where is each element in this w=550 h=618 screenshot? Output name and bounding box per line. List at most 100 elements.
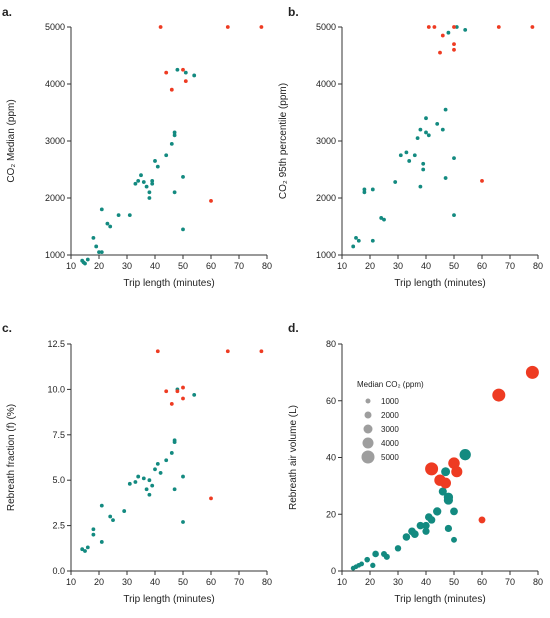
data-point-red [169,87,174,92]
y-tick-label: 7.5 [52,430,65,440]
y-tick-label: 5000 [316,22,336,32]
legend-label: 2000 [381,411,399,420]
data-point-teal [410,530,419,539]
y-tick-label: 5000 [45,22,65,32]
data-point-teal [421,167,426,172]
data-point-teal [393,180,398,184]
data-point-teal [354,236,358,240]
x-tick-label: 10 [337,577,347,587]
data-point-teal [181,175,185,179]
data-point-teal [116,213,121,218]
data-point-teal [85,257,90,262]
legend-label: 1000 [381,397,399,406]
data-point-teal [424,130,428,135]
data-point-red [259,25,264,29]
legend-label: 5000 [381,453,399,462]
x-tick-label: 20 [365,577,375,587]
data-point-teal [181,227,185,232]
y-axis-label: Rebreath air volume (L) [288,405,299,510]
data-point-teal [133,480,138,484]
y-tick-label: 1000 [316,250,336,260]
data-point-teal [356,238,361,243]
x-tick-label: 70 [505,261,515,271]
y-tick-label: 2.5 [52,521,65,531]
y-axis-label: Rebreath fraction (f) (%) [6,404,17,511]
data-point-teal [364,556,371,563]
panel-b: b. 10 20 30 40 50 60 70 80 1000 2000 3000 4000 5000 Tr… [278,5,543,289]
data-point-teal [446,30,451,35]
data-point-teal [407,159,412,163]
data-point-teal [164,153,169,158]
data-point-teal [147,190,152,195]
data-point-teal [443,107,448,112]
x-tick-label: 40 [150,577,160,587]
panel-letter: a. [2,5,12,19]
y-tick-label: 40 [326,453,336,463]
x-tick-label: 20 [365,261,375,271]
data-point-teal [440,127,445,132]
x-axis-label: Trip length (minutes) [394,594,485,605]
panel-d: d. 10 20 30 40 50 60 70 80 0 20 40 60 80 Trip length (… [288,321,543,605]
data-point-teal [415,136,420,141]
data-point-red [155,349,160,354]
panel-letter: d. [288,321,299,335]
data-point-teal [416,521,425,530]
data-point-teal [85,545,90,550]
data-point-red [451,466,463,478]
data-point-red [169,402,174,406]
data-point-teal [421,161,426,166]
panel-letter: b. [288,5,299,19]
data-point-teal [181,474,185,479]
data-point-teal [172,438,177,443]
x-tick-label: 30 [393,261,403,271]
x-tick-label: 80 [533,261,543,271]
data-point-teal [372,550,379,558]
y-axis-label: CO₂ 95th percentile (ppm) [278,83,289,199]
data-point-teal [351,244,356,249]
x-axis-label: Trip length (minutes) [123,594,214,605]
data-point-red [480,179,484,183]
panel-letter: c. [2,321,12,335]
x-tick-label: 10 [66,577,76,587]
data-point-teal [418,184,423,189]
y-tick-label: 2000 [316,193,336,203]
data-point-red [225,349,230,354]
data-point-teal [169,141,174,146]
data-point-teal [443,176,448,180]
data-point-teal [122,509,127,513]
data-point-teal [153,467,157,472]
data-point-red [452,25,456,29]
legend-title: Median CO₂ (ppm) [357,380,424,389]
data-point-teal [158,471,163,475]
data-point-teal [402,533,411,541]
data-point-teal [172,487,177,492]
data-point-teal [463,27,468,32]
data-point-teal [147,492,152,497]
panel-a: a. 10 20 30 40 50 60 70 80 1000 2000 3000 4000 5000 Tr… [2,5,272,289]
data-point-teal [181,520,185,524]
data-point-teal [370,562,376,568]
data-point-teal [108,224,113,229]
data-point-teal [433,507,442,516]
data-point-red [438,50,442,55]
x-tick-label: 30 [122,261,132,271]
data-point-red [452,47,456,52]
data-point-teal [404,150,409,155]
data-point-teal [450,507,458,516]
data-point-teal [97,250,101,255]
data-point-teal [459,449,471,461]
data-point-teal [150,179,155,183]
x-tick-label: 80 [533,577,543,587]
data-point-red [496,25,501,29]
x-tick-label: 50 [178,577,188,587]
data-point-teal [451,536,457,543]
y-tick-label: 0.0 [52,566,65,576]
y-tick-label: 12.5 [47,339,65,349]
data-point-red [183,79,188,84]
data-point-red [181,67,185,72]
data-point-teal [83,261,87,266]
x-tick-label: 60 [477,577,487,587]
data-point-red [158,25,163,29]
legend-label: 3000 [381,425,399,434]
data-point-teal [144,184,149,189]
